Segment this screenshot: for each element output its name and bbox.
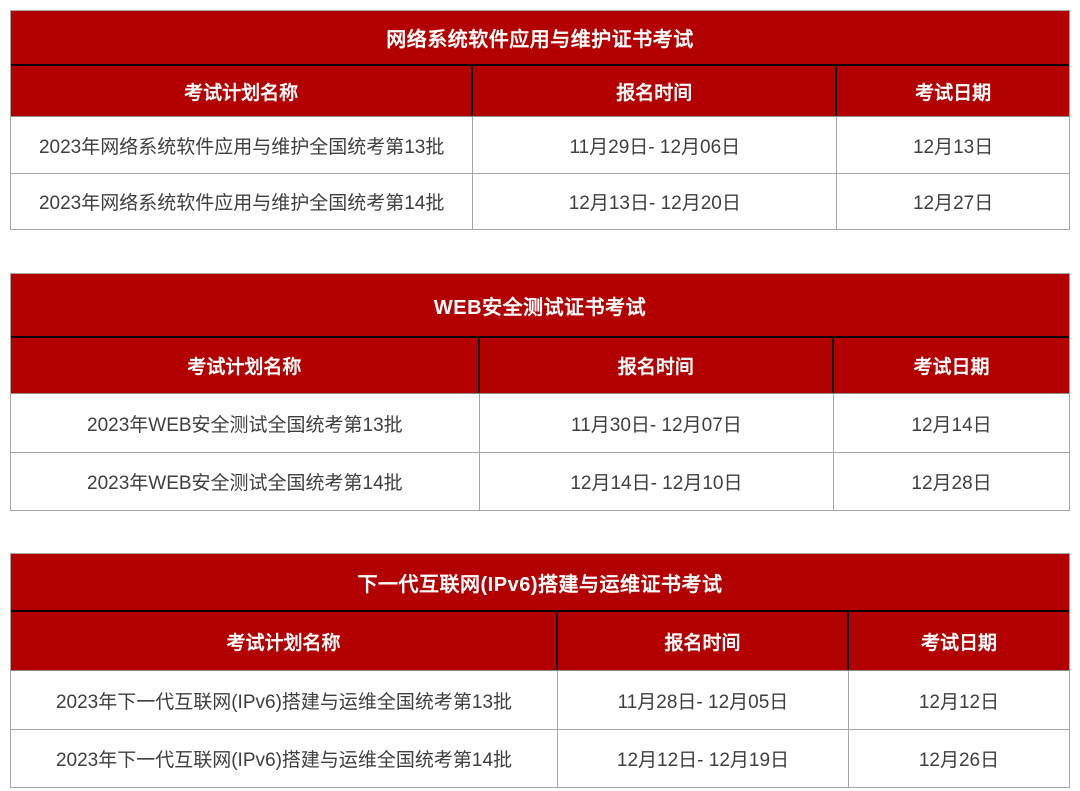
table-row: 2023年下一代互联网(IPv6)搭建与运维全国统考第14批 12月12日- 1… <box>11 729 1069 787</box>
column-header-registration-period: 报名时间 <box>473 66 838 116</box>
table-title: 网络系统软件应用与维护证书考试 <box>11 11 1069 66</box>
registration-period-cell: 12月12日- 12月19日 <box>558 730 849 787</box>
column-header-exam-date: 考试日期 <box>913 357 990 378</box>
registration-period-cell: 11月28日- 12月05日 <box>558 671 849 729</box>
plan-name-cell: 2023年WEB安全测试全国统考第13批 <box>11 394 480 452</box>
table-title: WEB安全测试证书考试 <box>11 274 1069 338</box>
column-header-plan-name: 考试计划名称 <box>11 338 480 393</box>
exam-date-cell: 12月12日 <box>918 691 1000 713</box>
exam-table-web-security: WEB安全测试证书考试 考试计划名称 报名时间 考试日期 2023年WEB安全测… <box>10 273 1070 511</box>
plan-name-cell: 2023年网络系统软件应用与维护全国统考第14批 <box>11 174 474 229</box>
column-header-plan-name: 考试计划名称 <box>11 612 558 670</box>
column-header-exam-date: 考试日期 <box>915 82 992 104</box>
registration-period-cell: 12月14日- 12月10日 <box>480 453 835 510</box>
exam-date-cell: 12月26日 <box>918 750 1000 771</box>
exam-date-cell: 12月27日 <box>912 193 994 214</box>
plan-name-cell: 2023年WEB安全测试全国统考第14批 <box>11 453 480 510</box>
registration-period-cell: 11月30日- 12月07日 <box>480 394 835 452</box>
registration-period-cell: 11月29日- 12月06日 <box>473 117 838 173</box>
plan-name-cell: 2023年下一代互联网(IPv6)搭建与运维全国统考第14批 <box>11 730 558 787</box>
column-header-plan-name: 考试计划名称 <box>11 66 474 116</box>
exam-date-cell: 12月14日 <box>911 414 992 436</box>
column-header-registration-period: 报名时间 <box>558 612 849 670</box>
column-header-registration-period: 报名时间 <box>480 338 835 393</box>
table-header-row: 考试计划名称 报名时间 考试日期 <box>11 338 1069 394</box>
table-row: 2023年网络系统软件应用与维护全国统考第14批 12月13日- 12月20日 … <box>11 173 1069 229</box>
plan-name-cell: 2023年下一代互联网(IPv6)搭建与运维全国统考第13批 <box>11 671 558 729</box>
exam-date-cell: 12月13日 <box>912 136 994 158</box>
exam-date-cell: 12月28日 <box>911 473 992 494</box>
exam-table-network-software: 网络系统软件应用与维护证书考试 考试计划名称 报名时间 考试日期 2023年网络… <box>10 10 1070 230</box>
table-header-row: 考试计划名称 报名时间 考试日期 <box>11 612 1069 671</box>
table-row: 2023年WEB安全测试全国统考第14批 12月14日- 12月10日 12月2… <box>11 452 1069 510</box>
table-title: 下一代互联网(IPv6)搭建与运维证书考试 <box>11 554 1069 612</box>
table-row: 2023年下一代互联网(IPv6)搭建与运维全国统考第13批 11月28日- 1… <box>11 671 1069 729</box>
table-row: 2023年网络系统软件应用与维护全国统考第13批 11月29日- 12月06日 … <box>11 117 1069 173</box>
exam-table-ipv6: 下一代互联网(IPv6)搭建与运维证书考试 考试计划名称 报名时间 考试日期 2… <box>10 553 1070 788</box>
plan-name-cell: 2023年网络系统软件应用与维护全国统考第13批 <box>11 117 474 173</box>
registration-period-cell: 12月13日- 12月20日 <box>473 174 838 229</box>
table-row: 2023年WEB安全测试全国统考第13批 11月30日- 12月07日 12月1… <box>11 394 1069 452</box>
table-header-row: 考试计划名称 报名时间 考试日期 <box>11 66 1069 117</box>
column-header-exam-date: 考试日期 <box>920 632 997 654</box>
